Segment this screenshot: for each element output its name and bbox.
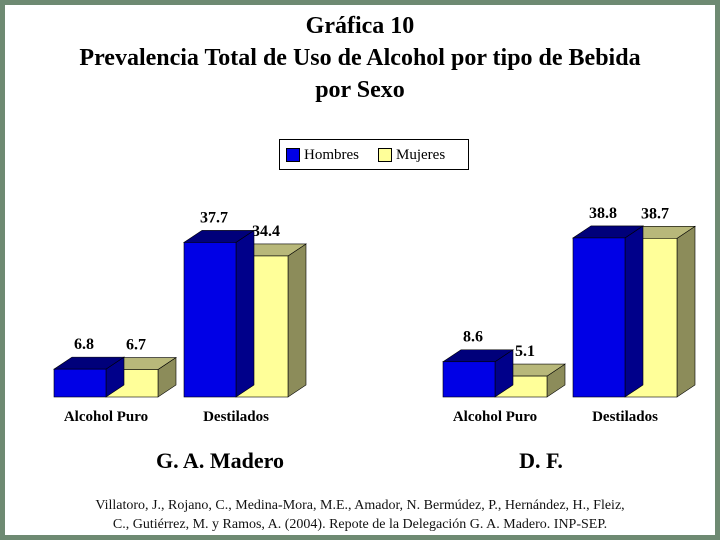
citation-line-1: Villatoro, J., Rojano, C., Medina-Mora, …	[95, 498, 625, 513]
bar-hombres-1-1	[572, 237, 626, 398]
bar-side-mujeres-0-1	[287, 243, 307, 398]
legend-item-mujeres: Mujeres	[378, 146, 445, 164]
data-label-mujeres-0-0: 6.7	[126, 337, 146, 354]
citation-line-2: C., Gutiérrez, M. y Ramos, A. (2004). Re…	[112, 517, 608, 532]
chart-caption-0: G. A. Madero	[156, 448, 284, 473]
bar-side-mujeres-1-1	[676, 225, 696, 398]
data-label-hombres-1-0: 8.6	[463, 329, 483, 346]
legend-label-mujeres: Mujeres	[396, 146, 446, 163]
bar-hombres-0-0	[53, 368, 107, 398]
bar-hombres-1-0	[442, 361, 496, 398]
title-line-1: Gráfica 10	[305, 13, 415, 39]
bar-hombres-0-1	[183, 242, 237, 398]
title-line-2: Prevalencia Total de Uso de Alcohol por …	[79, 45, 641, 71]
legend-label-hombres: Hombres	[304, 146, 359, 163]
category-label-0-1: Destilados	[203, 409, 269, 425]
bar-side-hombres-0-1	[235, 229, 255, 398]
citation: Villatoro, J., Rojano, C., Medina-Mora, …	[20, 496, 700, 534]
category-label-0-0: Alcohol Puro	[64, 409, 148, 425]
category-label-1-0: Alcohol Puro	[453, 409, 537, 425]
bar-side-hombres-1-1	[624, 225, 644, 398]
legend-item-hombres: Hombres	[286, 146, 359, 164]
chart-caption-1: D. F.	[519, 448, 563, 473]
legend-swatch-mujeres	[378, 148, 392, 162]
data-label-mujeres-0-1: 34.4	[252, 223, 280, 240]
data-label-hombres-1-1: 38.8	[589, 205, 617, 222]
legend-swatch-hombres	[286, 148, 300, 162]
data-label-mujeres-1-1: 38.7	[641, 205, 669, 222]
category-label-1-1: Destilados	[592, 409, 658, 425]
title-line-3: por Sexo	[315, 77, 405, 103]
chart-title: Gráfica 10 Prevalencia Total de Uso de A…	[0, 10, 720, 106]
legend: Hombres Mujeres	[279, 139, 469, 170]
data-label-mujeres-1-0: 5.1	[515, 343, 535, 360]
data-label-hombres-0-1: 37.7	[200, 209, 228, 226]
data-label-hombres-0-0: 6.8	[74, 336, 94, 353]
